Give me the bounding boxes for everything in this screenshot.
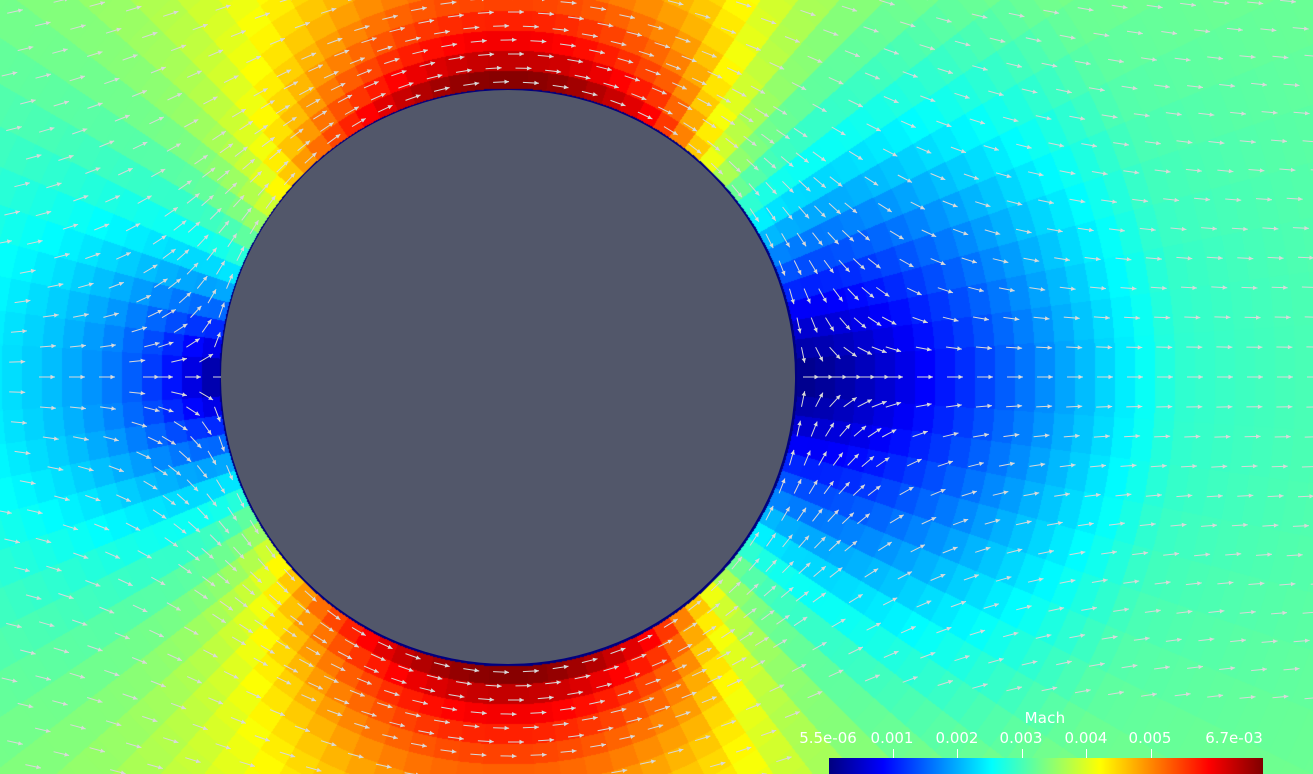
legend-tick-mark — [893, 749, 894, 758]
legend-max-label: 6.7e-03 — [1205, 729, 1263, 747]
legend-tick-label: 0.001 — [870, 729, 914, 747]
legend-tick-label: 0.004 — [1064, 729, 1108, 747]
legend-min-label: 5.5e-06 — [799, 729, 857, 747]
legend-tick-mark — [1022, 749, 1023, 758]
legend-color-bar — [829, 758, 1263, 774]
legend-tick-mark — [1086, 749, 1087, 758]
color-legend: Mach 5.5e-06 0.001 0.002 0.003 0.004 0.0… — [799, 706, 1270, 774]
legend-tick-mark — [1151, 749, 1152, 758]
legend-tick-label: 0.005 — [1128, 729, 1172, 747]
legend-tick-label: 0.003 — [999, 729, 1043, 747]
legend-title: Mach — [1024, 709, 1066, 727]
legend-tick-label: 0.002 — [935, 729, 979, 747]
legend-tick-mark — [957, 749, 958, 758]
